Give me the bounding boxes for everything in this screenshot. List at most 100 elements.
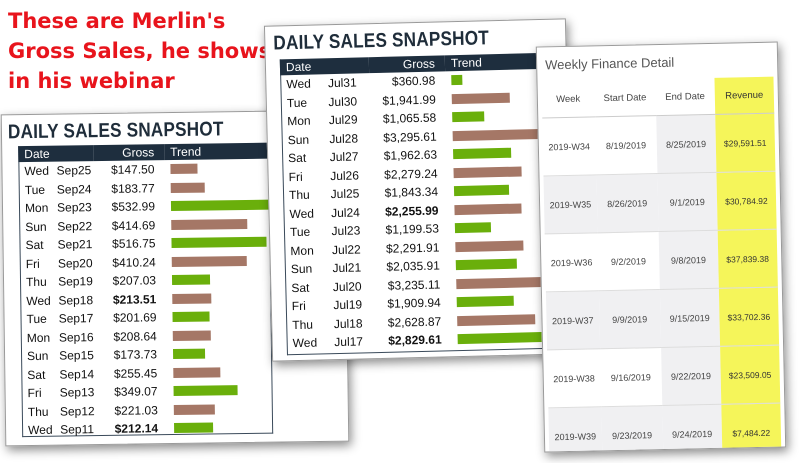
trend-bar xyxy=(171,255,247,267)
trend-bar xyxy=(170,182,205,193)
trend-bar xyxy=(171,274,211,286)
row-revenue: $23,509.05 xyxy=(719,345,781,405)
row-date: Jul18 xyxy=(333,316,363,331)
row-gross: $360.98 xyxy=(391,73,436,89)
row-end-date: 9/8/2019 xyxy=(658,230,719,290)
row-day: Fri xyxy=(291,299,306,314)
row-trend xyxy=(164,159,268,179)
table-row: 2019-W34 8/19/2019 8/25/2019 $29,591.51 xyxy=(542,113,776,176)
row-date: Sep21 xyxy=(57,237,93,252)
row-day: Sat xyxy=(291,280,310,295)
column-header-date: Date xyxy=(18,145,94,163)
row-gross: $2,291.91 xyxy=(385,240,440,256)
row-gross: $532.99 xyxy=(111,199,156,215)
row-gross: $201.69 xyxy=(113,310,157,326)
row-trend xyxy=(167,362,271,382)
row-end-date: 9/15/2019 xyxy=(659,288,720,348)
row-gross: $221.03 xyxy=(114,403,158,418)
row-gross: $147.50 xyxy=(110,162,155,178)
row-day: Mon xyxy=(287,113,311,129)
row-trend xyxy=(167,344,271,364)
row-gross: $2,255.99 xyxy=(384,203,439,219)
row-day: Wed xyxy=(24,164,50,179)
row-week: 2019-W38 xyxy=(547,348,601,408)
trend-bar xyxy=(454,222,492,234)
table-row: 2019-W37 9/9/2019 9/15/2019 $33,702.36 xyxy=(545,287,780,350)
row-gross: $410.24 xyxy=(112,255,156,270)
sales-table: Date Gross Trend Wed Sep25 $147.50 Tue Sep24… xyxy=(18,142,272,440)
row-gross: $1,962.63 xyxy=(383,147,438,164)
panel-title: DAILY SALES SNAPSHOT xyxy=(7,118,224,144)
row-date: Sep18 xyxy=(58,292,94,308)
row-day: Tue xyxy=(289,224,311,240)
row-date: Jul30 xyxy=(328,94,358,109)
trend-bar xyxy=(173,385,238,397)
row-date: Sep13 xyxy=(59,385,95,400)
table-row: 2019-W36 9/2/2019 9/8/2019 $37,839.38 xyxy=(544,229,778,292)
row-date: Jul25 xyxy=(330,186,360,202)
trend-bar xyxy=(455,258,517,271)
row-gross: $1,843.34 xyxy=(384,184,439,201)
row-gross: $207.03 xyxy=(112,273,157,289)
row-start-date: 8/19/2019 xyxy=(594,115,658,175)
row-date: Sep17 xyxy=(58,311,94,326)
row-date: Jul19 xyxy=(333,297,363,313)
row-gross: $2,628.87 xyxy=(387,314,442,330)
row-week: 2019-W36 xyxy=(544,232,599,292)
row-date: Jul17 xyxy=(334,334,364,350)
row-gross: $1,909.94 xyxy=(387,295,441,312)
trend-bar xyxy=(452,128,551,141)
column-header-revenue: Revenue xyxy=(714,76,775,115)
trend-bar xyxy=(171,218,248,230)
row-gross: $3,295.61 xyxy=(383,129,437,145)
row-trend xyxy=(166,270,270,290)
column-header-trend: Trend xyxy=(164,142,269,161)
trend-bar xyxy=(172,293,212,304)
row-end-date: 9/1/2019 xyxy=(657,172,718,232)
trend-bar xyxy=(451,92,510,104)
row-gross: $3,235.11 xyxy=(387,277,441,293)
row-date: Sep14 xyxy=(59,366,95,382)
row-day: Thu xyxy=(288,187,310,203)
trend-bar xyxy=(456,295,514,308)
trend-bar xyxy=(452,111,485,123)
row-trend xyxy=(166,288,270,308)
row-trend xyxy=(166,251,270,271)
column-header-end-date: End Date xyxy=(655,77,715,116)
trend-bar xyxy=(453,185,510,197)
weekly-finance-detail: Weekly Finance Detail Week Start Date En… xyxy=(535,41,787,453)
row-day: Mon xyxy=(26,330,51,345)
row-gross: $255.45 xyxy=(113,366,158,381)
row-gross: $173.73 xyxy=(113,347,158,363)
table-row: 2019-W39 9/23/2019 9/24/2019 $7,484.22 xyxy=(548,403,782,453)
column-header-week: Week xyxy=(541,80,595,118)
row-date: Jul21 xyxy=(332,260,362,276)
daily-sales-snapshot-july: DAILY SALES SNAPSHOT Date Gross Trend We… xyxy=(263,18,575,362)
row-day: Wed xyxy=(289,206,315,221)
row-day: Wed xyxy=(292,335,318,351)
row-gross: $2,829.61 xyxy=(388,332,442,349)
row-gross: $1,065.58 xyxy=(382,110,437,127)
trend-bar xyxy=(172,348,206,360)
row-day: Sat xyxy=(25,238,44,253)
row-date: Sep20 xyxy=(57,255,93,271)
panel-title: Weekly Finance Detail xyxy=(545,54,675,73)
row-end-date: 8/25/2019 xyxy=(655,114,717,174)
row-day: Tue xyxy=(26,312,47,327)
trend-bar xyxy=(172,330,211,341)
column-header-start-date: Start Date xyxy=(594,79,656,117)
row-week: 2019-W39 xyxy=(548,406,603,453)
row-start-date: 9/2/2019 xyxy=(597,231,660,291)
row-date: Sep24 xyxy=(56,181,92,197)
row-day: Wed xyxy=(28,422,53,438)
trend-bar xyxy=(173,367,221,378)
column-header-gross: Gross xyxy=(93,144,165,162)
row-revenue: $29,591.51 xyxy=(714,113,776,173)
table-row: 2019-W35 8/26/2019 9/1/2019 $30,784.92 xyxy=(543,171,777,234)
trend-bar xyxy=(456,276,553,289)
row-revenue: $7,484.22 xyxy=(721,403,782,453)
row-date: Sep19 xyxy=(58,274,93,289)
row-week: 2019-W35 xyxy=(543,174,598,234)
row-start-date: 9/9/2019 xyxy=(598,289,661,349)
row-start-date: 9/16/2019 xyxy=(599,347,662,407)
